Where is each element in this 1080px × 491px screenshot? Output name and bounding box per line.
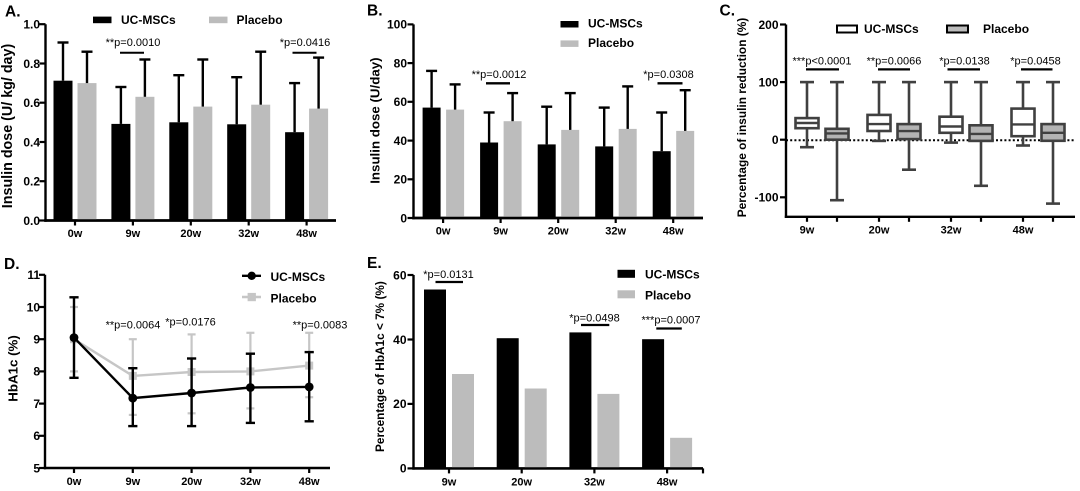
svg-text:Placebo: Placebo — [271, 291, 317, 305]
svg-text:60: 60 — [393, 268, 407, 282]
svg-text:*p=0.0458: *p=0.0458 — [1010, 56, 1060, 68]
svg-text:A.: A. — [5, 4, 21, 21]
svg-text:HbA1c (%): HbA1c (%) — [5, 335, 20, 402]
svg-text:E.: E. — [367, 255, 382, 272]
svg-text:60: 60 — [394, 95, 408, 109]
svg-text:80: 80 — [394, 56, 408, 70]
svg-text:*p=0.0498: *p=0.0498 — [569, 313, 619, 325]
svg-text:**p=0.0083: **p=0.0083 — [293, 320, 348, 332]
svg-text:48w: 48w — [299, 476, 320, 488]
svg-text:40: 40 — [394, 134, 408, 148]
svg-text:8: 8 — [33, 365, 40, 379]
svg-text:**p=0.0012: **p=0.0012 — [472, 69, 527, 81]
svg-text:B.: B. — [367, 3, 383, 20]
svg-text:0w: 0w — [67, 476, 82, 488]
svg-text:32w: 32w — [238, 228, 259, 240]
svg-text:7: 7 — [33, 397, 40, 411]
svg-text:1.0: 1.0 — [23, 18, 40, 32]
svg-text:20: 20 — [393, 397, 407, 411]
svg-text:9w: 9w — [126, 228, 141, 240]
svg-text:*p=0.0138: *p=0.0138 — [939, 56, 989, 68]
svg-text:0.6: 0.6 — [23, 96, 40, 110]
svg-text:100: 100 — [387, 18, 407, 32]
svg-text:48w: 48w — [296, 228, 317, 240]
svg-text:UC-MSCs: UC-MSCs — [645, 268, 700, 282]
svg-text:20: 20 — [394, 173, 408, 187]
svg-text:**p=0.0064: **p=0.0064 — [106, 320, 161, 332]
svg-text:48w: 48w — [1013, 224, 1034, 236]
svg-text:11: 11 — [27, 268, 40, 282]
svg-text:Placebo: Placebo — [983, 22, 1029, 36]
svg-text:0: 0 — [772, 133, 779, 147]
svg-text:***p<0.0001: ***p<0.0001 — [792, 56, 851, 68]
svg-text:10: 10 — [27, 300, 41, 314]
svg-text:-100: -100 — [754, 191, 778, 205]
svg-text:48w: 48w — [663, 226, 684, 238]
svg-text:9w: 9w — [442, 476, 457, 488]
svg-text:UC-MSCs: UC-MSCs — [864, 22, 919, 36]
svg-text:9w: 9w — [493, 226, 508, 238]
svg-text:32w: 32w — [584, 476, 605, 488]
svg-text:20w: 20w — [869, 224, 890, 236]
svg-text:***p=0.0007: ***p=0.0007 — [641, 315, 700, 327]
svg-text:32w: 32w — [941, 224, 962, 236]
svg-text:Percentage of insulin reductio: Percentage of insulin reduction (%) — [735, 18, 749, 218]
svg-text:Placebo: Placebo — [588, 36, 634, 50]
svg-text:UC-MSCs: UC-MSCs — [121, 13, 176, 27]
svg-text:200: 200 — [758, 18, 778, 32]
svg-text:*p=0.0308: *p=0.0308 — [643, 69, 693, 81]
svg-text:0.4: 0.4 — [23, 135, 40, 149]
svg-text:*p=0.0131: *p=0.0131 — [423, 269, 473, 281]
svg-text:48w: 48w — [657, 476, 678, 488]
svg-text:9w: 9w — [800, 224, 815, 236]
svg-text:UC-MSCs: UC-MSCs — [271, 270, 326, 284]
svg-text:9w: 9w — [125, 476, 140, 488]
svg-text:32w: 32w — [605, 226, 626, 238]
svg-text:0: 0 — [400, 462, 407, 476]
svg-text:Percentage of HbA1c < 7% (%): Percentage of HbA1c < 7% (%) — [373, 281, 387, 452]
svg-text:Insulin dose (U/day): Insulin dose (U/day) — [368, 57, 383, 183]
svg-text:0w: 0w — [68, 228, 83, 240]
svg-text:C.: C. — [720, 3, 736, 20]
svg-text:32w: 32w — [240, 476, 261, 488]
svg-text:9: 9 — [33, 333, 40, 347]
svg-text:20w: 20w — [511, 476, 532, 488]
svg-text:40: 40 — [393, 333, 407, 347]
svg-text:0.2: 0.2 — [23, 175, 40, 189]
svg-text:**p=0.0010: **p=0.0010 — [106, 37, 161, 49]
svg-text:**p=0.0066: **p=0.0066 — [867, 56, 922, 68]
svg-text:0w: 0w — [436, 226, 451, 238]
svg-text:UC-MSCs: UC-MSCs — [588, 17, 643, 31]
svg-text:0: 0 — [400, 211, 407, 225]
svg-text:Placebo: Placebo — [645, 289, 691, 303]
svg-text:Placebo: Placebo — [237, 13, 283, 27]
svg-text:20w: 20w — [548, 226, 569, 238]
svg-text:D.: D. — [4, 256, 20, 273]
svg-text:100: 100 — [758, 75, 778, 89]
svg-text:*p=0.0416: *p=0.0416 — [280, 37, 330, 49]
svg-text:6: 6 — [33, 429, 40, 443]
svg-text:5: 5 — [33, 461, 40, 475]
svg-text:20w: 20w — [180, 228, 201, 240]
svg-text:Insulin dose (U/ kg/ day): Insulin dose (U/ kg/ day) — [0, 44, 16, 209]
svg-text:*p=0.0176: *p=0.0176 — [165, 317, 215, 329]
svg-text:20w: 20w — [181, 476, 202, 488]
svg-text:0.0: 0.0 — [23, 214, 40, 228]
svg-text:0.8: 0.8 — [23, 57, 40, 71]
